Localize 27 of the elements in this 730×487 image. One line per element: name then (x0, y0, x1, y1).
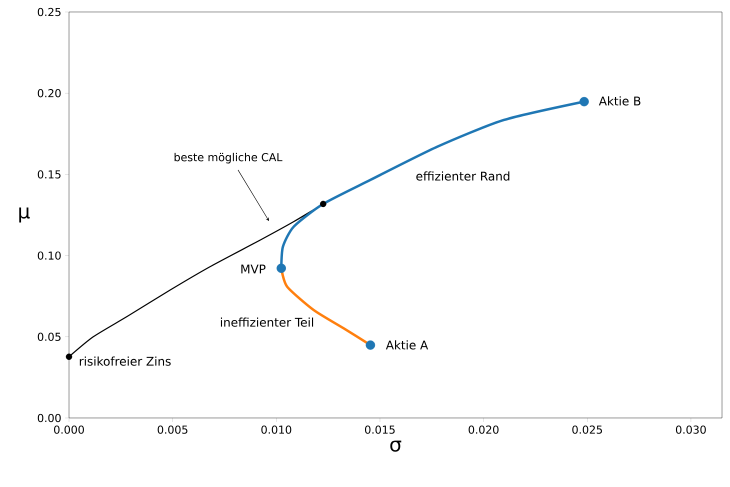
x-tick-label: 0.005 (158, 426, 188, 434)
x-tick-label: 0.020 (468, 426, 499, 434)
x-tick-label: 0.000 (54, 426, 84, 434)
point (276, 264, 286, 273)
annotation: beste mögliche CAL (174, 152, 282, 164)
point (366, 340, 376, 350)
y-tick-label: 0.10 (38, 251, 61, 260)
x-tick-label: 0.010 (261, 426, 292, 434)
x-tick-label: 0.025 (572, 426, 602, 434)
y-axis-title: μ (19, 207, 30, 223)
annotation: Aktie A (386, 340, 428, 350)
x-axis-title: σ (390, 440, 402, 452)
y-tick-label: 0.15 (38, 170, 61, 179)
point (579, 96, 589, 106)
point (66, 354, 72, 360)
annotation: effizienter Rand (416, 171, 510, 181)
y-tick-label: 0.25 (38, 8, 61, 16)
x-tick-label: 0.030 (676, 426, 706, 434)
annotation: MVP (241, 264, 266, 274)
y-tick-label: 0.20 (38, 89, 61, 98)
x-tick-label: 0.015 (364, 426, 395, 434)
annotation: Aktie B (598, 96, 640, 106)
annotation: risikofreier Zins (80, 356, 171, 366)
y-tick-label: 0.00 (38, 414, 61, 422)
y-tick-label: 0.05 (38, 332, 61, 341)
point (320, 200, 326, 208)
annotation: ineffizienter Teil (220, 318, 314, 327)
